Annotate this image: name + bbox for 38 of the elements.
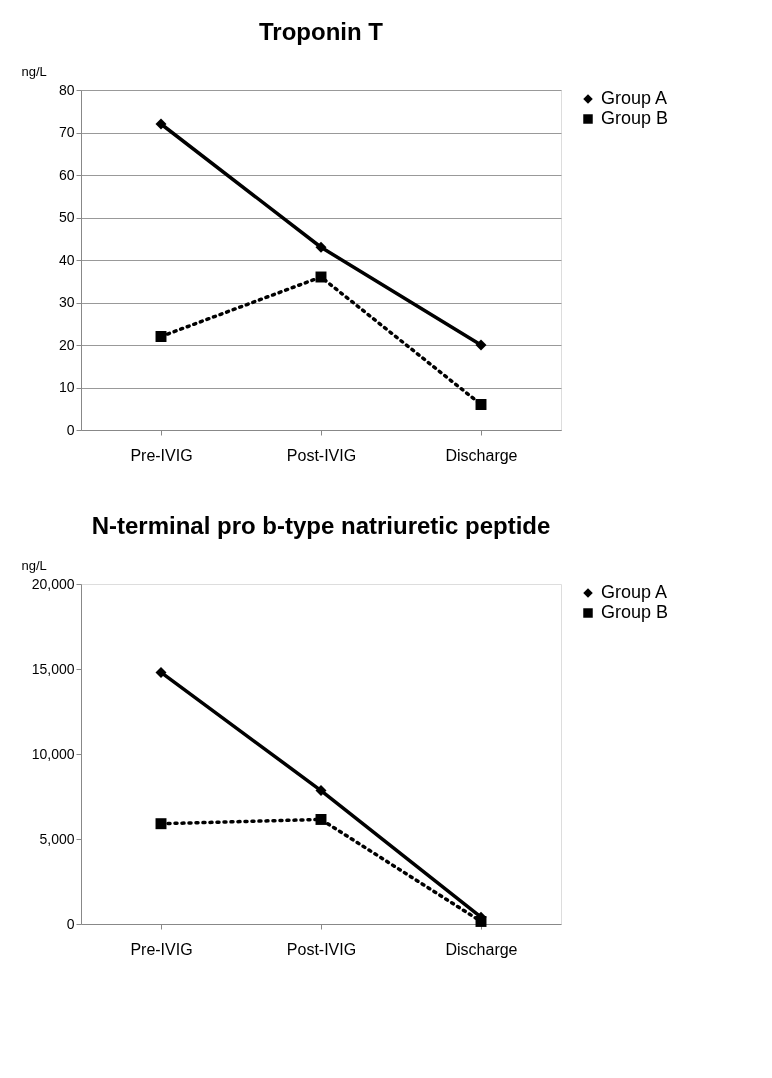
- point: [475, 339, 487, 351]
- y-tick-label: 5,000: [39, 830, 75, 847]
- legend-label: Group A: [601, 88, 668, 108]
- y-tick-label: 15,000: [31, 660, 75, 677]
- y-tick-label: 70: [58, 124, 75, 140]
- y-tick-label: 0: [66, 915, 75, 932]
- chart-title: N-terminal pro b-type natriuretic peptide: [91, 512, 551, 539]
- x-tick-label: Post-IVIG: [286, 940, 357, 958]
- point: [475, 915, 487, 927]
- point: [155, 331, 167, 342]
- point: [315, 241, 327, 253]
- y-tick-label: 50: [58, 209, 75, 225]
- y-tick-label: 80: [58, 81, 75, 98]
- y-tick-label: 40: [58, 251, 75, 268]
- point: [315, 785, 327, 797]
- y-axis-title: ng/L: [21, 63, 47, 79]
- point: [155, 118, 167, 130]
- legend-label: Group A: [601, 582, 668, 602]
- legend-label: Group B: [601, 602, 669, 622]
- y-tick-label: 30: [58, 294, 75, 310]
- chart-title: Troponin T: [259, 18, 384, 45]
- y-tick-label: 20,000: [31, 575, 75, 592]
- y-tick-label: 0: [66, 421, 75, 438]
- point: [155, 666, 167, 678]
- x-tick-label: Pre-IVIG: [130, 446, 193, 464]
- point: [315, 813, 327, 825]
- y-axis-title: ng/L: [21, 557, 47, 573]
- point: [155, 818, 167, 830]
- point: [475, 399, 487, 410]
- y-tick-label: 10,000: [31, 745, 75, 762]
- x-tick-label: Discharge: [445, 940, 518, 958]
- y-tick-label: 60: [58, 166, 75, 183]
- x-tick-label: Post-IVIG: [286, 446, 357, 464]
- x-tick-label: Discharge: [445, 446, 518, 464]
- y-tick-label: 20: [58, 336, 75, 353]
- y-tick-label: 10: [58, 379, 75, 395]
- x-tick-label: Pre-IVIG: [130, 940, 193, 958]
- legend-label: Group B: [601, 108, 669, 128]
